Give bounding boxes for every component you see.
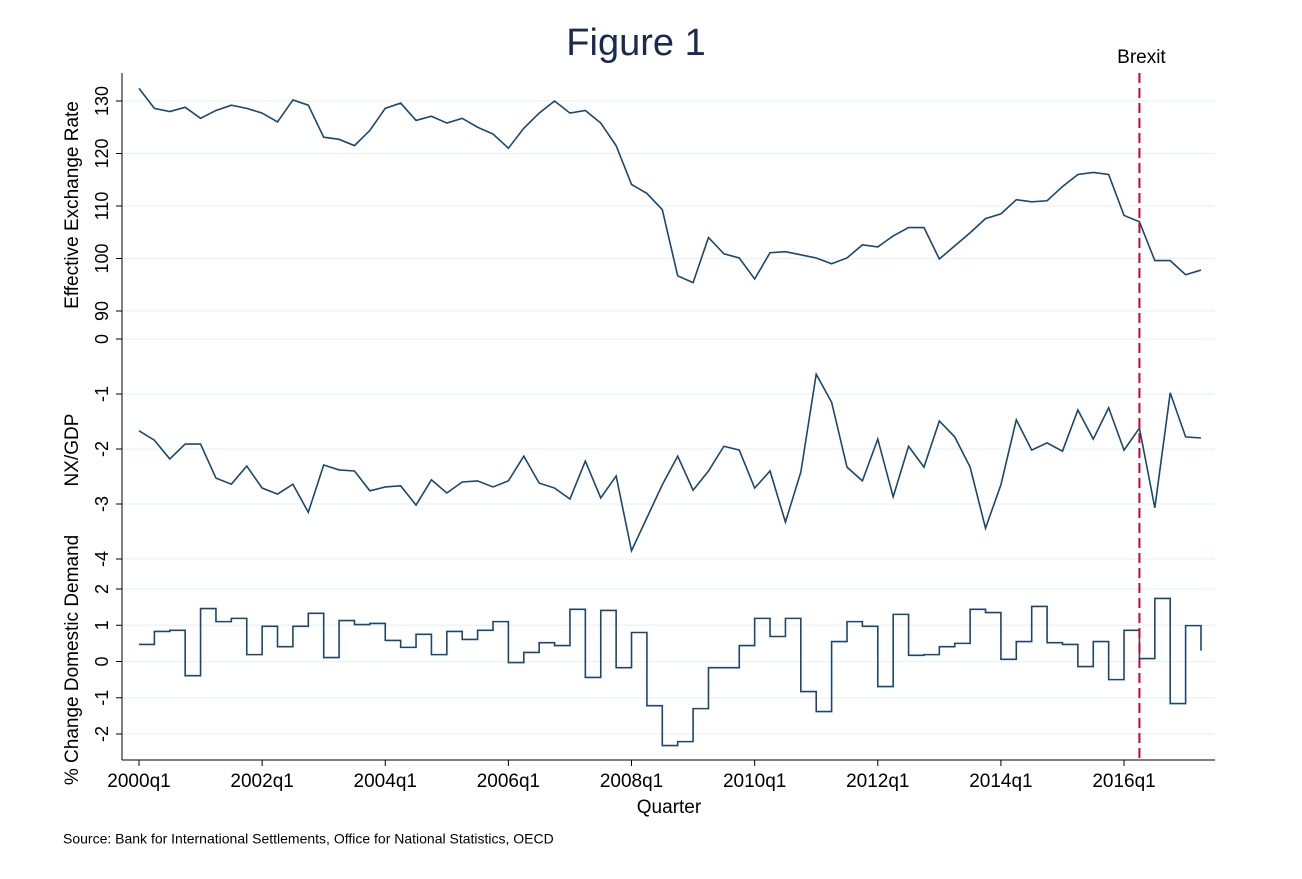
x-axis-label: Quarter: [637, 797, 702, 818]
y-tick-label: 110: [92, 192, 112, 221]
y-tick-label: 2: [92, 584, 112, 594]
x-tick-label: 2002q1: [230, 771, 293, 792]
y-axis-label: Effective Exchange Rate: [62, 101, 83, 309]
y-tick-label: 0: [92, 334, 112, 344]
y-tick-label: -2: [92, 726, 112, 742]
y-tick-label: 120: [92, 138, 112, 168]
y-tick-label: -3: [92, 496, 112, 512]
series-line: [138, 371, 1202, 554]
x-tick-label: 2006q1: [477, 771, 540, 792]
y-tick-label: -1: [92, 690, 112, 706]
y-tick-label: -1: [92, 386, 112, 402]
y-tick-label: 0: [92, 656, 112, 666]
x-tick-label: 2004q1: [354, 771, 417, 792]
y-tick-label: 130: [92, 86, 112, 116]
x-tick-label: 2008q1: [600, 771, 663, 792]
series-line: [138, 87, 1202, 284]
x-tick-label: 2016q1: [1092, 771, 1155, 792]
y-tick-label: 100: [92, 243, 112, 273]
x-tick-label: 2014q1: [969, 771, 1032, 792]
source-note: Source: Bank for International Settlemen…: [63, 831, 554, 847]
y-axis-label: % Change Domestic Demand: [62, 535, 83, 785]
y-tick-label: -4: [92, 551, 112, 567]
y-tick-label: 90: [92, 301, 112, 321]
y-axis-label: NX/GDP: [62, 414, 83, 487]
series-step: [139, 597, 1202, 747]
y-tick-label: -2: [92, 441, 112, 457]
y-tick-label: 1: [92, 620, 112, 630]
x-tick-label: 2000q1: [107, 771, 170, 792]
x-tick-label: 2012q1: [846, 771, 909, 792]
annotation-label: Brexit: [1117, 47, 1166, 68]
x-tick-label: 2010q1: [723, 771, 786, 792]
chart-title: Figure 1: [566, 22, 705, 64]
